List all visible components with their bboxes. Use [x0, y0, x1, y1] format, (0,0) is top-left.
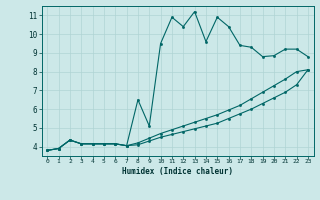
X-axis label: Humidex (Indice chaleur): Humidex (Indice chaleur)	[122, 167, 233, 176]
